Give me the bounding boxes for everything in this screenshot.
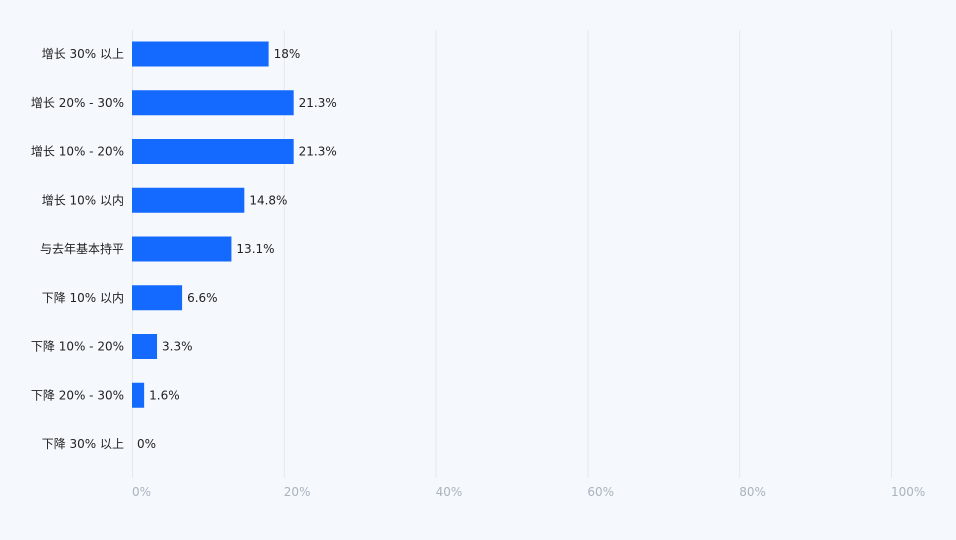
category-label: 下降 10% - 20% [31, 340, 124, 354]
bar [132, 334, 158, 359]
data-label: 14.8% [249, 193, 287, 207]
bar [132, 187, 245, 213]
category-label: 与去年基本持平 [40, 241, 124, 256]
data-label: 1.6% [149, 388, 180, 402]
category-label: 增长 10% 以内 [42, 193, 124, 207]
bar [132, 382, 145, 408]
bar [132, 90, 294, 116]
bar [132, 41, 269, 67]
bar [132, 139, 294, 164]
x-tick-label: 80% [739, 485, 766, 499]
x-tick-label: 0% [132, 485, 151, 499]
category-label: 增长 10% - 20% [31, 145, 124, 159]
data-label: 0% [137, 437, 156, 451]
bar [132, 285, 183, 311]
x-tick-label: 20% [284, 485, 311, 499]
data-label: 21.3% [299, 96, 337, 110]
category-label: 增长 30% 以上 [42, 47, 124, 61]
data-label: 3.3% [162, 340, 193, 354]
x-tick-label: 40% [436, 485, 463, 499]
x-tick-label: 100% [891, 485, 925, 499]
data-label: 6.6% [187, 291, 218, 305]
data-label: 18% [274, 47, 301, 61]
category-label: 下降 20% - 30% [31, 388, 124, 402]
category-label: 下降 10% 以内 [42, 291, 124, 305]
data-label: 21.3% [299, 145, 337, 159]
bar [132, 236, 232, 262]
x-tick-label: 60% [587, 485, 614, 499]
x-axis-ticks: 0% 20% 40% 60% 80% 100% [132, 485, 925, 499]
bar-layer [132, 41, 294, 408]
data-label: 13.1% [236, 242, 274, 256]
label-layer: 增长 30% 以上 18% 增长 20% - 30% 21.3% 增长 10% - 20… [31, 47, 337, 451]
category-label: 下降 30% 以上 [42, 437, 124, 451]
category-label: 增长 20% - 30% [31, 96, 124, 110]
